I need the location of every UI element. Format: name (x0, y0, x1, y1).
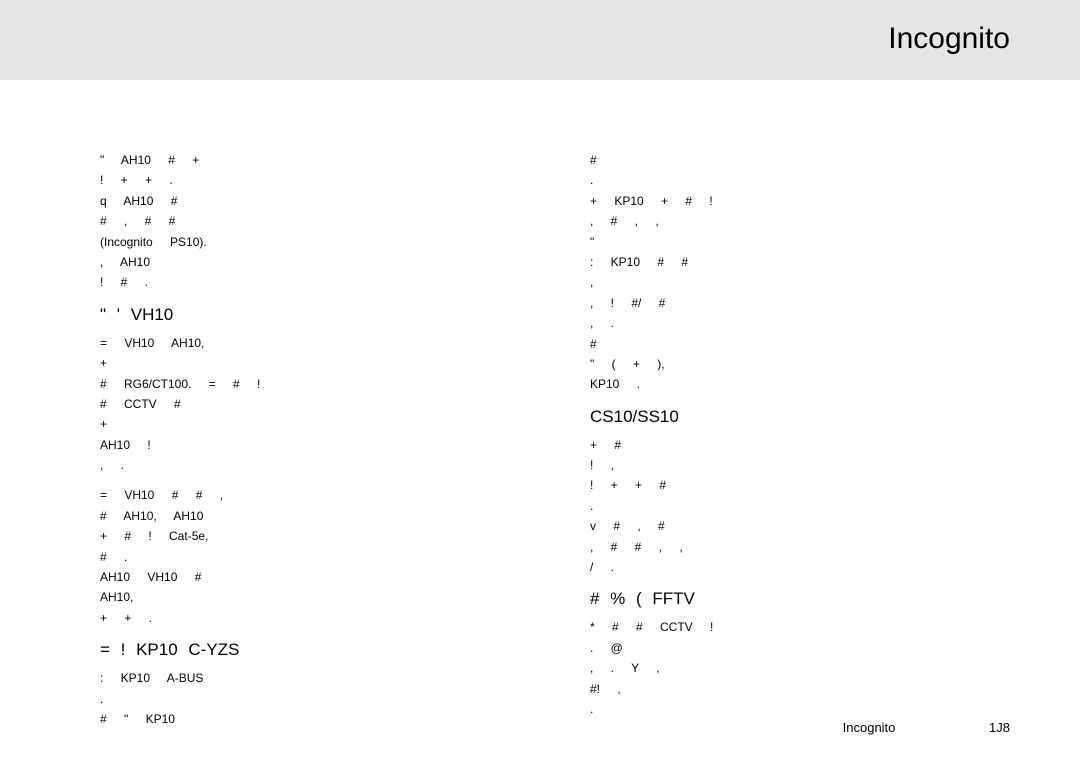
right-para-2: + # ! , ! + + # . v # , # , # # , , / . (590, 435, 1020, 578)
right-para-3: * # # CCTV ! . @ , . Y , #! , . (590, 617, 1020, 719)
left-para-3: = VH10 # # , # AH10, AH10 + # ! Cat-5e, … (100, 485, 530, 628)
footer: Incognito 1J8 (843, 720, 1010, 735)
left-heading-kp10: = ! KP10 C-YZS (100, 640, 530, 660)
content-columns: " AH10 # + ! + + . q AH10 # # , # # (Inc… (0, 80, 1080, 739)
right-heading-fftv: # % ( FFTV (590, 589, 1020, 609)
right-para-1: # . + KP10 + # ! , # , , " : KP10 # # , … (590, 150, 1020, 395)
left-para-2: = VH10 AH10, + # RG6/CT100. = # ! # CCTV… (100, 333, 530, 476)
footer-page: 1J8 (989, 720, 1010, 735)
header-band: Incognito (0, 0, 1080, 80)
left-column: " AH10 # + ! + + . q AH10 # # , # # (Inc… (100, 150, 530, 739)
left-heading-vh10: " ' VH10 (100, 305, 530, 325)
footer-product: Incognito (843, 720, 896, 735)
header-title: Incognito (888, 22, 1010, 56)
right-column: # . + KP10 + # ! , # , , " : KP10 # # , … (590, 150, 1020, 739)
right-heading-cs10: CS10/SS10 (590, 407, 1020, 427)
left-para-1: " AH10 # + ! + + . q AH10 # # , # # (Inc… (100, 150, 530, 293)
left-para-4: : KP10 A-BUS . # " KP10 (100, 668, 530, 729)
